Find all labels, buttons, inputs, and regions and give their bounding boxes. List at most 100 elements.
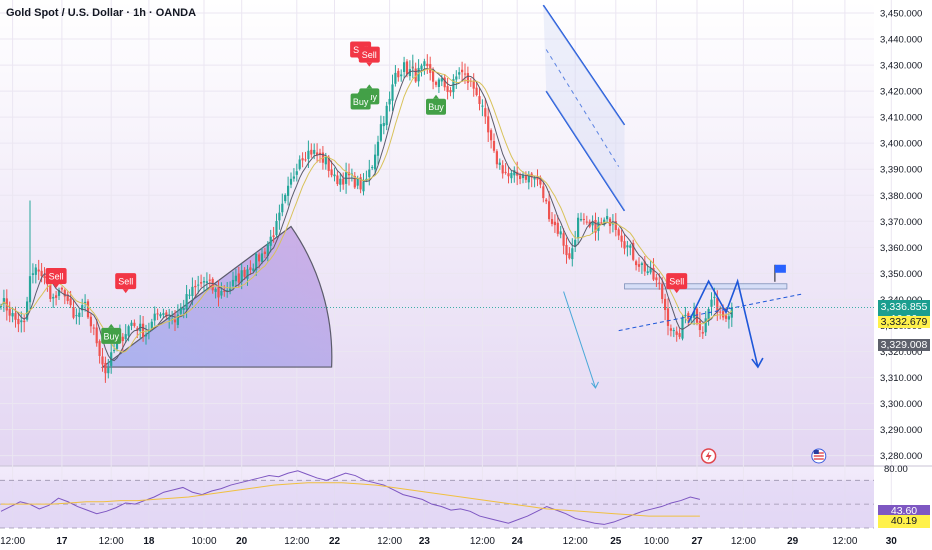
candle-body (269, 236, 272, 246)
candle-body (371, 167, 374, 169)
candle-body (722, 311, 725, 318)
x-tick-label: 20 (236, 536, 248, 547)
signals: SellSellBuySellSellBuyBuyBuySell (45, 41, 688, 344)
candle-body (165, 312, 168, 317)
sell-signal-box (115, 273, 137, 290)
candle-body (675, 331, 678, 335)
candle-body (432, 71, 435, 82)
candle-body (568, 253, 571, 259)
flag-icon (774, 264, 786, 273)
candle-body (379, 124, 382, 141)
candle-body (191, 286, 194, 297)
candle-body (255, 253, 258, 271)
candle-body (205, 281, 208, 283)
candle-body (545, 199, 548, 202)
buy-signal-pointer (108, 323, 115, 328)
cyan-arrow (563, 291, 596, 389)
candle-body (420, 65, 423, 70)
candle-body (693, 311, 696, 318)
x-tick-label: 12:00 (563, 536, 588, 547)
candle-body (606, 216, 609, 220)
candle-body (266, 244, 269, 257)
candle-body (284, 194, 287, 202)
candle-body (220, 290, 223, 296)
buy-signal-label: Buy (103, 331, 119, 341)
candle-body (724, 315, 728, 319)
candle-body (391, 84, 394, 101)
candle-body (423, 61, 426, 66)
candle-body (710, 299, 713, 307)
candle-body (640, 263, 643, 265)
sell-signal-label: Sell (49, 271, 64, 281)
sell-signal-label: Sell (118, 277, 133, 287)
y-tick-label: 3,320.000 (880, 347, 922, 358)
candle-body (707, 309, 710, 321)
drawings[interactable] (0, 4, 874, 389)
candle-body (626, 245, 629, 248)
candle-body (214, 288, 217, 292)
candle-body (69, 298, 72, 306)
y-tick-label: 3,280.000 (880, 451, 922, 462)
candle-body (142, 323, 145, 337)
candle-body (617, 229, 620, 236)
candle-body (246, 269, 249, 279)
candle-body (188, 294, 191, 296)
candle-body (217, 287, 220, 298)
x-tick-label: 12:00 (284, 536, 309, 547)
candle-body (585, 221, 588, 223)
event-icons[interactable] (700, 448, 827, 464)
y-tick-label: 3,310.000 (880, 373, 922, 384)
candle-body (556, 222, 559, 234)
candle-body (66, 294, 69, 301)
candle-body (524, 176, 527, 180)
candle-body (536, 176, 539, 180)
candle-body (243, 269, 246, 277)
candle-body (646, 271, 649, 274)
candle-body (240, 270, 243, 283)
candle-body (727, 316, 730, 320)
buy-signal-box (101, 327, 122, 344)
candle-body (330, 169, 333, 176)
candle-body (57, 289, 61, 296)
candle-body (577, 217, 580, 239)
candle-body (637, 264, 641, 267)
candle-body (249, 267, 252, 271)
candle-body (600, 222, 603, 224)
candle-body (278, 212, 281, 221)
candle-body (376, 141, 380, 156)
time-axis[interactable] (0, 528, 874, 550)
x-tick-label: 10:00 (644, 536, 669, 547)
candle-body (179, 308, 182, 314)
candle-body (388, 98, 391, 105)
candle-body (173, 319, 177, 323)
candle-body (168, 317, 171, 320)
candle-body (226, 290, 229, 292)
y-tick-label: 3,390.000 (880, 165, 922, 176)
buy-signal-pointer (433, 94, 439, 99)
projection-path (687, 278, 759, 368)
candle-body (400, 74, 403, 77)
candle-body (84, 301, 87, 304)
x-tick-label: 18 (143, 536, 155, 547)
candle-body (478, 96, 481, 104)
candle-body (579, 219, 583, 221)
candle-body (614, 221, 617, 231)
candle-body (678, 333, 681, 337)
candle-body (455, 76, 458, 80)
wedge-shape (100, 225, 333, 368)
sell-signal-pointer (673, 289, 680, 294)
rsi-tick-label: 80.00 (884, 464, 908, 475)
candle-body (594, 219, 597, 233)
candle-body (611, 223, 614, 225)
candle-body (695, 308, 699, 323)
candle-body (403, 62, 406, 72)
y-tick-label: 3,420.000 (880, 87, 922, 98)
candle-body (472, 81, 475, 89)
candle-body (559, 231, 562, 235)
candle-body (324, 156, 327, 165)
candle-body (533, 177, 536, 180)
price-axis[interactable] (874, 0, 932, 550)
main-pane-background (0, 0, 874, 466)
wedge-pattern[interactable] (100, 225, 333, 368)
